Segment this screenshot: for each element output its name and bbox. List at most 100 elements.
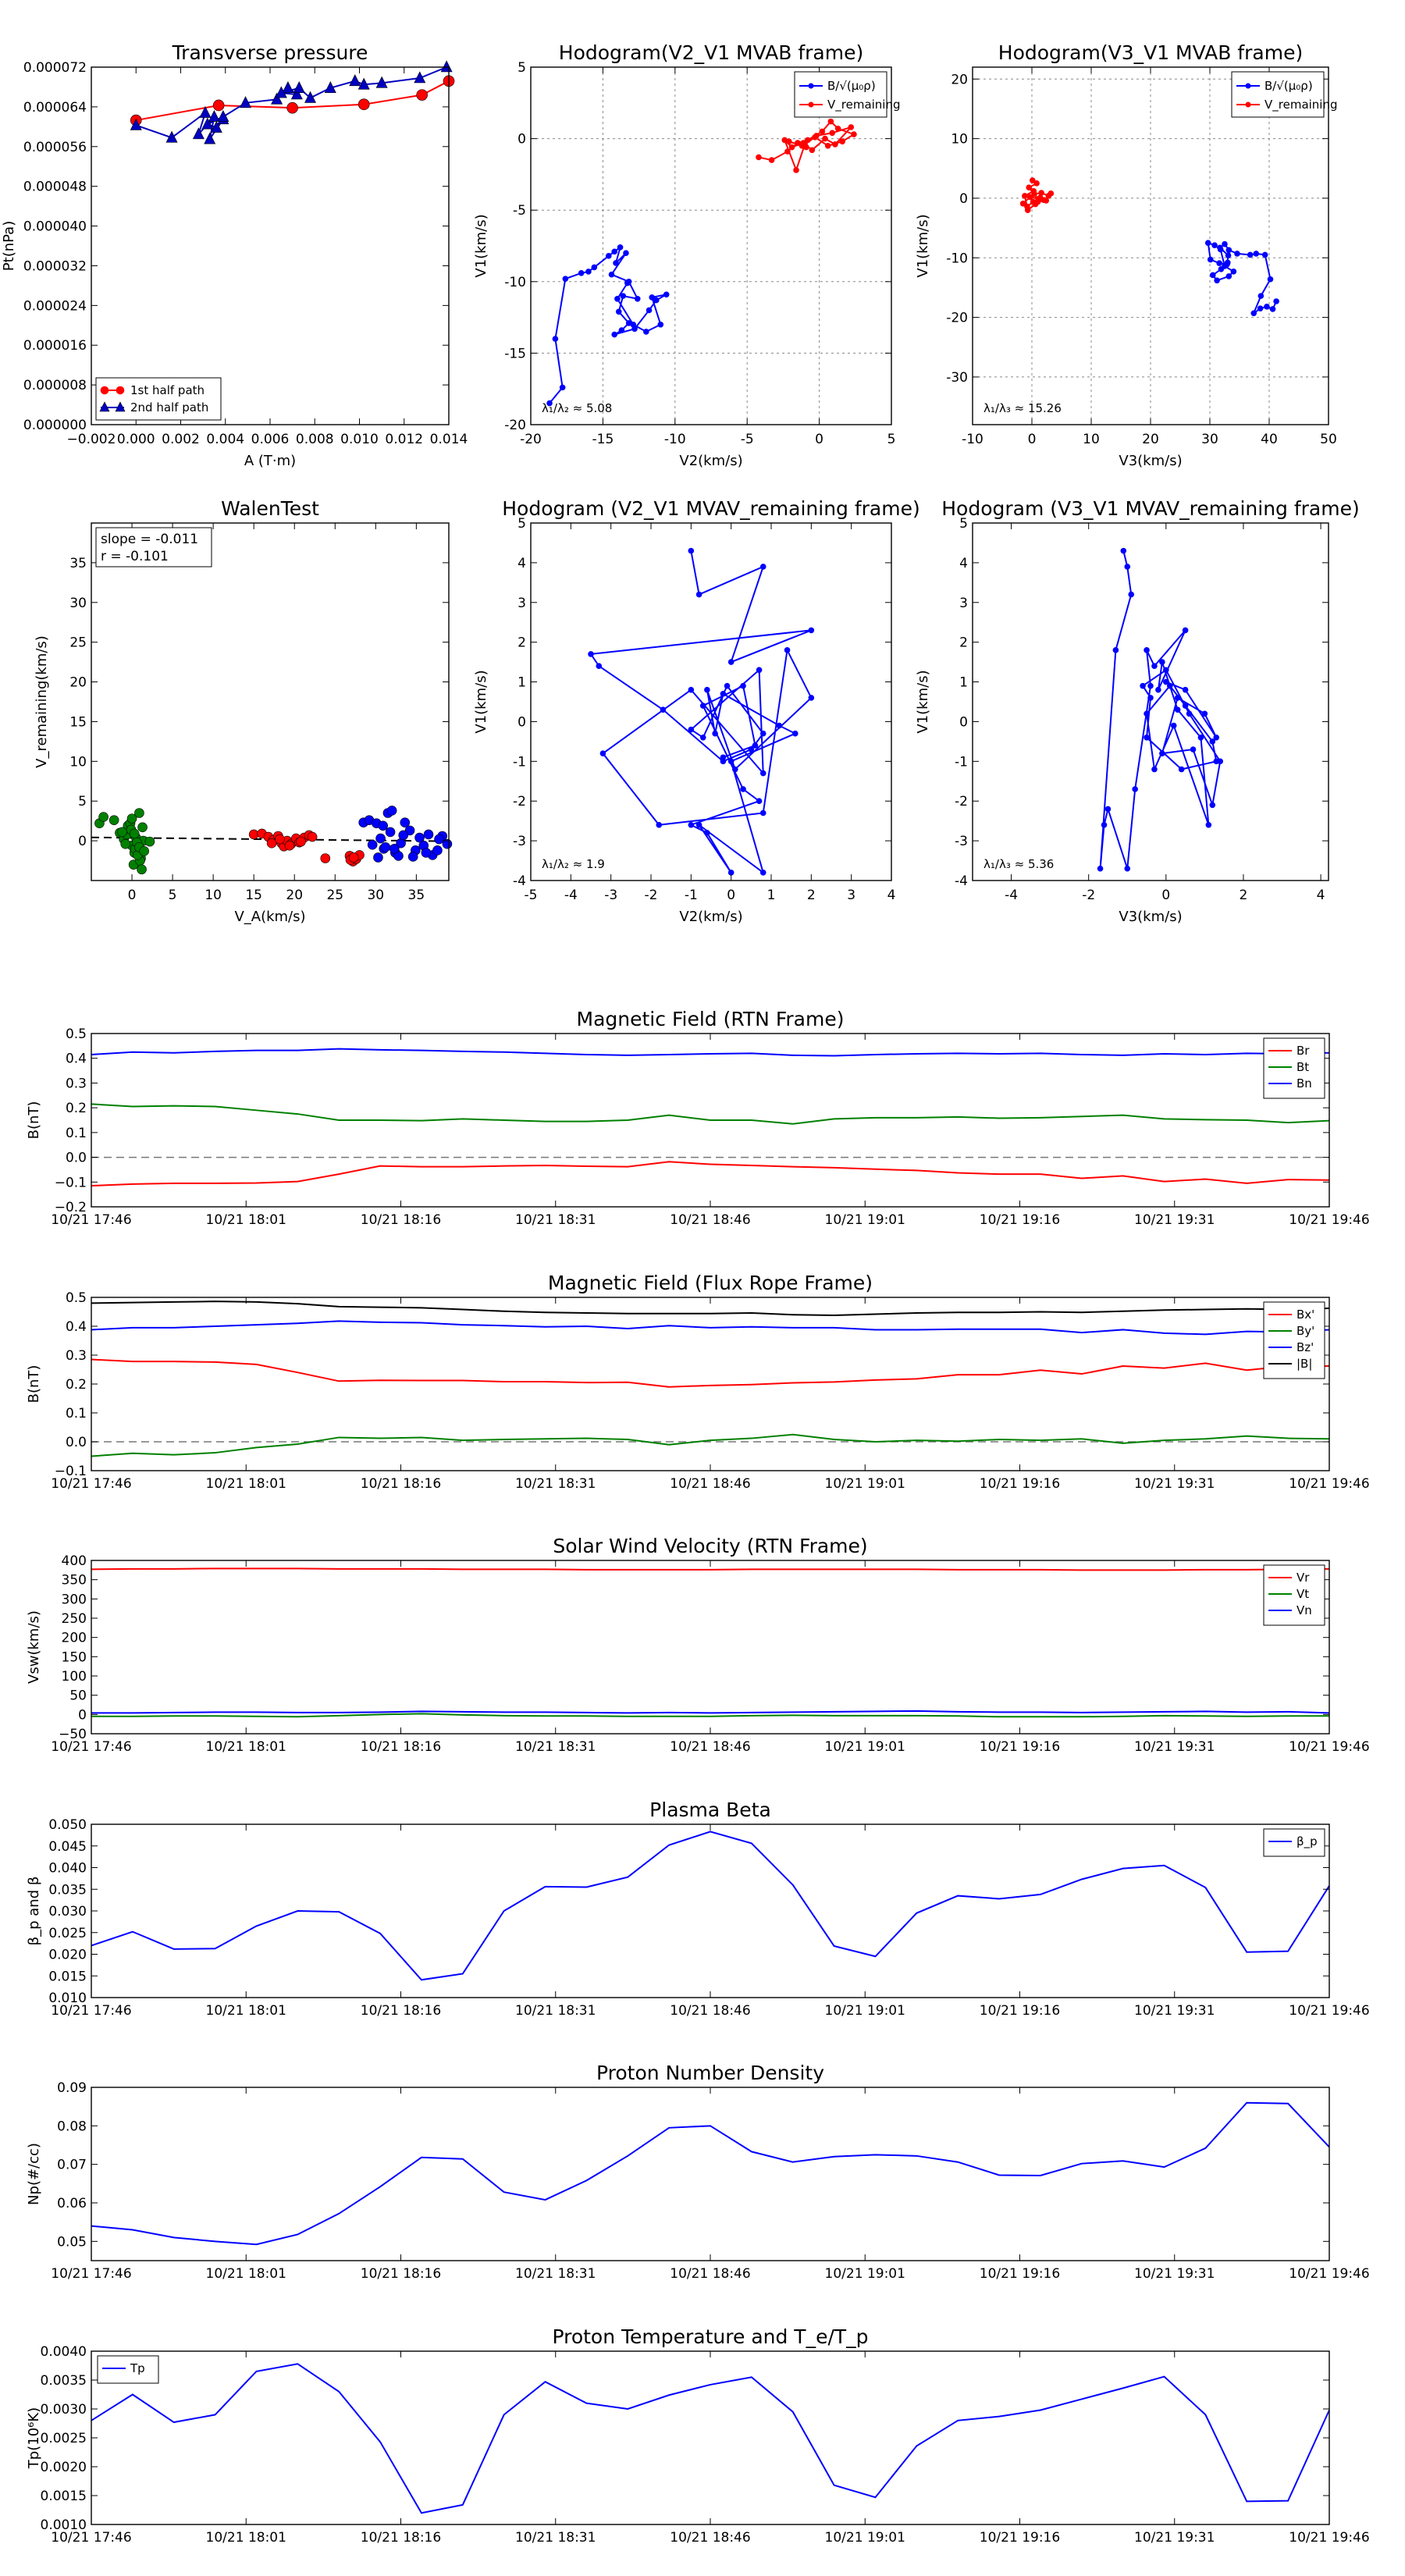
walen-ytick-label: 20	[69, 675, 87, 691]
walen-marker	[421, 848, 432, 858]
beta-time-label: 10/21 18:46	[670, 2003, 750, 2019]
h2-marker	[809, 147, 816, 154]
h3-legend-marker	[1245, 83, 1251, 89]
tp2-ylabel: Tp(10⁶K)	[26, 2407, 42, 2469]
h2-marker	[591, 264, 598, 271]
h3-marker	[1247, 251, 1254, 258]
walen-xtick-label: 0	[128, 888, 137, 903]
vsw-ytick-label: 250	[62, 1611, 87, 1627]
h2-marker	[785, 138, 792, 145]
magrtn-ytick-label: 0.1	[66, 1126, 87, 1141]
walen-marker	[375, 833, 386, 844]
walen-marker	[389, 843, 400, 854]
np-plot-frame	[91, 2087, 1330, 2261]
h3-marker	[1273, 298, 1279, 304]
h3-marker	[1217, 246, 1224, 253]
magfr-title: Magnetic Field (Flux Rope Frame)	[548, 1272, 873, 1294]
tp2-ytick-label: 0.0025	[41, 2431, 87, 2446]
beta-ytick-label: 0.020	[48, 1948, 87, 1963]
magfr-legend	[1263, 1301, 1325, 1379]
beta-ytick-label: 0.040	[48, 1861, 87, 1877]
h2-xlabel: V2(km/s)	[679, 453, 742, 469]
walen-marker	[442, 838, 453, 849]
vsw-legend-label: Vt	[1297, 1587, 1309, 1601]
h2r-marker	[740, 682, 746, 689]
h3-marker	[1040, 197, 1047, 204]
vsw-ylabel: Vsw(km/s)	[26, 1610, 42, 1684]
h3-marker	[1029, 177, 1036, 183]
magfr-series-line	[91, 1320, 1330, 1336]
h3r-marker	[1132, 786, 1138, 792]
magfr-legend-label: |B|	[1297, 1357, 1312, 1371]
tp2-time-label: 10/21 18:16	[361, 2530, 441, 2546]
h3r-ytick-label: 2	[959, 635, 968, 651]
h2-marker	[630, 321, 637, 328]
h3-marker	[1024, 207, 1031, 214]
walen-marker	[367, 839, 378, 850]
magrtn-time-label: 10/21 19:46	[1289, 1212, 1369, 1228]
tp-marker	[304, 91, 317, 103]
walen-marker	[378, 820, 388, 831]
walen-ytick-label: 35	[69, 556, 87, 571]
magrtn-time-label: 10/21 18:31	[515, 1212, 596, 1228]
tp2-ytick-label: 0.0020	[41, 2460, 87, 2475]
vsw-time-label: 10/21 17:46	[51, 1739, 131, 1755]
magfr-ytick-label: 0.2	[66, 1377, 87, 1393]
walen-xtick-label: 20	[286, 888, 303, 903]
h3r-marker	[1182, 627, 1189, 634]
magfr-legend-label: Bx'	[1297, 1308, 1314, 1322]
vsw-series-line	[91, 1567, 1330, 1571]
magrtn-time-label: 10/21 18:01	[206, 1212, 286, 1228]
beta-ytick-label: 0.035	[48, 1882, 87, 1898]
walen-marker	[134, 808, 144, 818]
h2-legend-marker	[808, 101, 814, 108]
h2-marker	[663, 291, 670, 298]
tp-marker	[290, 87, 303, 100]
magfr-legend-label: By'	[1297, 1324, 1314, 1338]
beta-time-label: 10/21 18:16	[361, 2003, 441, 2019]
h3r-marker	[1147, 695, 1154, 701]
tp-marker	[286, 101, 298, 114]
magfr-time-label: 10/21 17:46	[51, 1476, 131, 1492]
h2r-ytick-label: -1	[513, 754, 526, 770]
h3r-title: Hodogram (V3_V1 MVAV_remaining frame)	[941, 497, 1360, 520]
magrtn-time-label: 10/21 18:16	[361, 1212, 441, 1228]
walen-marker	[385, 827, 396, 838]
tp2-ytick-label: 0.0030	[41, 2402, 87, 2418]
h3-marker	[1210, 272, 1216, 279]
walen-marker	[400, 817, 411, 828]
walen-marker	[407, 852, 418, 862]
vsw-ytick-label: 50	[69, 1688, 87, 1704]
h3r-marker	[1144, 647, 1150, 653]
h3-marker	[1207, 256, 1214, 263]
magrtn-ytick-label: −0.1	[55, 1175, 87, 1190]
h3r-marker	[1144, 710, 1150, 717]
magrtn-series-line	[91, 1161, 1330, 1187]
magrtn-ytick-label: 0.3	[66, 1076, 87, 1091]
h3r-marker	[1124, 564, 1131, 570]
vsw-time-label: 10/21 18:01	[206, 1739, 286, 1755]
h3-marker	[1222, 240, 1228, 247]
beta-time-label: 10/21 19:01	[825, 2003, 905, 2019]
h2r-marker	[699, 734, 706, 741]
h2r-xtick-label: 0	[727, 888, 735, 903]
np-ytick-label: 0.06	[57, 2196, 87, 2211]
h2r-marker	[784, 647, 791, 653]
h2r-marker	[688, 726, 695, 733]
h3r-xtick-label: -2	[1082, 888, 1095, 903]
vsw-time-label: 10/21 18:16	[361, 1739, 441, 1755]
h3r-marker	[1147, 682, 1154, 689]
h3-xtick-label: 50	[1320, 432, 1337, 447]
walen-marker	[129, 828, 140, 839]
tp-ytick-label: 0.000056	[23, 140, 87, 155]
magrtn-ytick-label: 0.0	[66, 1151, 87, 1166]
tp2-time-label: 10/21 19:01	[825, 2530, 905, 2546]
walen-marker	[137, 822, 148, 833]
vsw-time-label: 10/21 18:31	[515, 1739, 596, 1755]
magfr-ytick-label: −0.1	[55, 1464, 87, 1479]
h3-marker	[1204, 240, 1211, 246]
h2r-marker	[656, 821, 663, 828]
h3-xtick-label: 0	[1028, 432, 1037, 447]
h3r-marker	[1097, 865, 1104, 872]
h2-marker	[611, 331, 617, 338]
